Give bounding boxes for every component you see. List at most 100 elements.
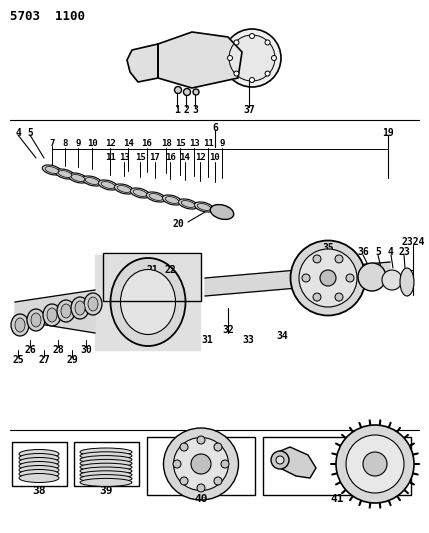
Text: 39: 39 xyxy=(99,486,113,496)
Text: 27: 27 xyxy=(38,355,50,365)
Circle shape xyxy=(265,40,270,45)
Ellipse shape xyxy=(80,467,132,475)
Text: 21: 21 xyxy=(146,265,158,275)
Circle shape xyxy=(214,477,222,485)
Text: 29: 29 xyxy=(66,355,78,365)
Text: 38: 38 xyxy=(32,486,46,496)
Circle shape xyxy=(197,484,205,492)
Ellipse shape xyxy=(223,29,281,87)
Text: 3: 3 xyxy=(192,105,198,115)
Ellipse shape xyxy=(181,200,195,207)
Text: 10: 10 xyxy=(210,154,221,163)
Text: 34: 34 xyxy=(276,331,288,341)
Ellipse shape xyxy=(213,207,227,214)
Text: 14: 14 xyxy=(180,154,190,163)
Text: 1: 1 xyxy=(174,105,180,115)
Circle shape xyxy=(193,89,199,95)
Polygon shape xyxy=(127,44,158,82)
Ellipse shape xyxy=(165,197,179,204)
Ellipse shape xyxy=(400,268,414,296)
Text: 32: 32 xyxy=(222,325,234,335)
Circle shape xyxy=(191,454,211,474)
Ellipse shape xyxy=(58,171,72,177)
Ellipse shape xyxy=(19,470,59,479)
Ellipse shape xyxy=(19,473,59,482)
Ellipse shape xyxy=(55,169,75,179)
Ellipse shape xyxy=(42,165,62,175)
Text: 33: 33 xyxy=(242,335,254,345)
Circle shape xyxy=(320,270,336,286)
Text: 28: 28 xyxy=(52,345,64,355)
Circle shape xyxy=(180,443,188,451)
Ellipse shape xyxy=(71,297,89,319)
Ellipse shape xyxy=(130,188,150,198)
Ellipse shape xyxy=(121,270,175,335)
Ellipse shape xyxy=(117,185,131,192)
Circle shape xyxy=(335,255,343,263)
Text: 11: 11 xyxy=(202,140,213,149)
Polygon shape xyxy=(15,290,95,333)
Text: 5: 5 xyxy=(27,128,33,138)
Ellipse shape xyxy=(19,457,59,466)
Text: 8: 8 xyxy=(62,140,68,149)
Circle shape xyxy=(313,255,321,263)
Ellipse shape xyxy=(299,249,357,307)
Polygon shape xyxy=(278,447,316,478)
Ellipse shape xyxy=(80,459,132,467)
Text: 15: 15 xyxy=(135,154,145,163)
Ellipse shape xyxy=(19,449,59,458)
Ellipse shape xyxy=(197,204,211,211)
Ellipse shape xyxy=(80,479,132,487)
Ellipse shape xyxy=(114,184,134,194)
Ellipse shape xyxy=(68,173,88,183)
Ellipse shape xyxy=(31,313,41,327)
Text: 18: 18 xyxy=(160,140,171,149)
Ellipse shape xyxy=(80,456,132,464)
Text: 7: 7 xyxy=(49,140,54,149)
Ellipse shape xyxy=(80,448,132,456)
Ellipse shape xyxy=(80,463,132,471)
Text: 13: 13 xyxy=(189,140,199,149)
Ellipse shape xyxy=(88,297,98,311)
Circle shape xyxy=(250,77,254,83)
Circle shape xyxy=(184,88,190,95)
Ellipse shape xyxy=(336,425,414,503)
Circle shape xyxy=(276,456,284,464)
Circle shape xyxy=(173,460,181,468)
Ellipse shape xyxy=(98,180,118,190)
Circle shape xyxy=(363,452,387,476)
Polygon shape xyxy=(205,262,390,296)
Text: 25: 25 xyxy=(12,355,24,365)
Text: 14: 14 xyxy=(123,140,133,149)
Text: 22: 22 xyxy=(164,265,176,275)
Circle shape xyxy=(227,55,233,61)
Text: 40: 40 xyxy=(194,494,208,504)
Bar xyxy=(12,442,67,486)
Text: 35: 35 xyxy=(322,243,334,253)
Text: 12: 12 xyxy=(105,140,115,149)
Ellipse shape xyxy=(210,206,230,216)
Ellipse shape xyxy=(146,192,166,202)
Circle shape xyxy=(234,71,239,76)
Ellipse shape xyxy=(178,199,198,209)
Text: 4: 4 xyxy=(388,247,394,257)
Ellipse shape xyxy=(47,308,57,322)
Ellipse shape xyxy=(358,263,386,291)
Text: 30: 30 xyxy=(80,345,92,355)
Text: 23: 23 xyxy=(398,247,410,257)
Ellipse shape xyxy=(133,190,147,197)
Ellipse shape xyxy=(19,465,59,474)
Ellipse shape xyxy=(11,314,29,336)
Ellipse shape xyxy=(101,182,115,189)
Circle shape xyxy=(271,451,289,469)
Ellipse shape xyxy=(71,175,85,181)
Ellipse shape xyxy=(84,293,102,315)
Text: 11: 11 xyxy=(105,154,115,163)
Text: 16: 16 xyxy=(142,140,152,149)
Ellipse shape xyxy=(80,452,132,460)
Circle shape xyxy=(302,274,310,282)
Circle shape xyxy=(214,443,222,451)
Ellipse shape xyxy=(82,176,102,186)
Bar xyxy=(103,253,201,301)
Bar xyxy=(263,437,411,495)
